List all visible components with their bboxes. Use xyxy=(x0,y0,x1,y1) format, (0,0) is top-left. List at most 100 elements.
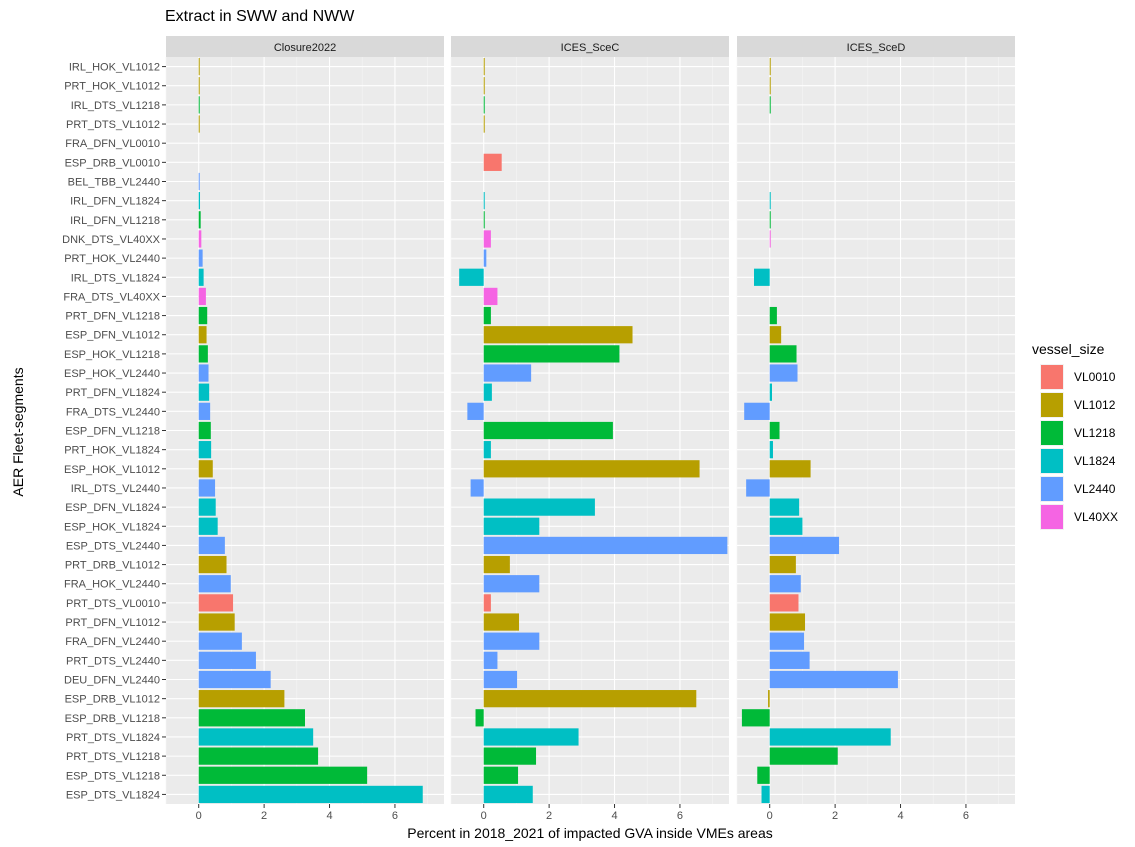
bar-PRT_DTS_VL1824 xyxy=(769,728,891,746)
x-tick-label: 4 xyxy=(611,810,617,822)
bar-PRT_DTS_VL2440 xyxy=(483,651,498,669)
facet-strip xyxy=(737,36,1015,57)
bar-FRA_HOK_VL2440 xyxy=(483,575,540,593)
bar-ESP_DFN_VL1218 xyxy=(769,421,780,440)
y-tick-label: ESP_DFN_VL1824 xyxy=(65,502,160,514)
bar-IRL_DTS_VL1218 xyxy=(198,96,200,114)
bar-FRA_DTS_VL40XX xyxy=(483,287,498,306)
bar-PRT_DTS_VL1012 xyxy=(483,115,485,133)
bar-IRL_DTS_VL1824 xyxy=(198,268,204,286)
bar-FRA_HOK_VL2440 xyxy=(769,575,801,593)
bar-PRT_DTS_VL1824 xyxy=(483,728,579,746)
bar-PRT_DRB_VL1012 xyxy=(769,555,796,574)
bar-ESP_DFN_VL1824 xyxy=(483,498,595,516)
bar-PRT_DFN_VL1218 xyxy=(483,306,491,325)
bar-ESP_DRB_VL1218 xyxy=(198,709,305,727)
facet-strip xyxy=(451,36,729,57)
bar-ESP_DFN_VL1824 xyxy=(769,498,800,516)
bar-ESP_DTS_VL1824 xyxy=(761,785,770,804)
bar-PRT_DFN_VL1012 xyxy=(198,613,235,631)
bar-IRL_HOK_VL1012 xyxy=(769,57,771,76)
bar-FRA_DTS_VL2440 xyxy=(744,402,770,420)
bar-IRL_DTS_VL2440 xyxy=(746,479,770,497)
legend-item-label: VL1012 xyxy=(1074,398,1116,412)
y-tick-label: ESP_DRB_VL1012 xyxy=(65,694,160,706)
x-tick-label: 2 xyxy=(261,810,267,822)
bar-PRT_HOK_VL2440 xyxy=(483,249,487,267)
bar-PRT_HOK_VL1012 xyxy=(769,77,771,95)
legend-item-label: VL0010 xyxy=(1074,370,1116,384)
y-tick-label: PRT_HOK_VL1012 xyxy=(64,81,160,93)
bar-ESP_DTS_VL2440 xyxy=(198,536,225,555)
y-tick-label: PRT_HOK_VL1824 xyxy=(64,445,160,457)
bar-PRT_HOK_VL1012 xyxy=(483,77,485,95)
bar-PRT_DFN_VL1218 xyxy=(198,306,208,325)
y-tick-labels: IRL_HOK_VL1012 PRT_HOK_VL1012 IRL_DTS_VL12… xyxy=(62,62,166,801)
bar-PRT_HOK_VL2440 xyxy=(198,249,203,267)
y-tick-label: PRT_DFN_VL1218 xyxy=(65,311,160,323)
facet-strip xyxy=(166,36,444,57)
y-tick-label: IRL_HOK_VL1012 xyxy=(69,62,160,74)
panel-Closure2022: Closure2022 0 2 4 6 xyxy=(165,36,444,822)
bar-PRT_DTS_VL0010 xyxy=(483,594,491,612)
bar-IRL_DTS_VL1218 xyxy=(769,96,771,114)
x-tick-label: 6 xyxy=(963,810,969,822)
bar-PRT_HOK_VL1824 xyxy=(198,441,212,459)
bar-IRL_DFN_VL1218 xyxy=(198,211,201,229)
bar-ESP_DRB_VL1012 xyxy=(198,690,285,708)
y-tick-label: ESP_DRB_VL1218 xyxy=(65,713,160,725)
legend-swatch xyxy=(1041,505,1063,529)
bar-DNK_DTS_VL40XX xyxy=(483,230,491,248)
bar-IRL_DTS_VL1824 xyxy=(459,268,484,286)
bar-PRT_DTS_VL1218 xyxy=(198,747,319,765)
bar-ESP_DRB_VL1012 xyxy=(768,690,770,708)
y-tick-label: ESP_DTS_VL2440 xyxy=(66,540,160,552)
legend-swatch xyxy=(1041,449,1063,473)
bar-ESP_DRB_VL1218 xyxy=(741,709,770,727)
x-tick-label: 6 xyxy=(677,810,683,822)
y-tick-label: PRT_DTS_VL1012 xyxy=(66,119,160,131)
legend-swatch xyxy=(1041,365,1063,389)
y-tick-label: FRA_DTS_VL2440 xyxy=(66,406,160,418)
bar-ESP_HOK_VL1824 xyxy=(769,517,803,535)
bar-ESP_HOK_VL2440 xyxy=(483,364,532,382)
bar-ESP_DTS_VL1824 xyxy=(483,785,533,804)
y-axis-title: AER Fleet-segments xyxy=(10,367,26,496)
bar-ESP_DFN_VL1824 xyxy=(198,498,216,516)
bar-DNK_DTS_VL40XX xyxy=(198,230,202,248)
y-tick-label: FRA_DFN_VL0010 xyxy=(65,138,160,150)
y-tick-label: BEL_TBB_VL2440 xyxy=(68,177,160,189)
bar-PRT_DTS_VL0010 xyxy=(769,594,799,612)
bar-IRL_DFN_VL1824 xyxy=(483,192,485,210)
x-tick-label: 2 xyxy=(546,810,552,822)
legend-swatch xyxy=(1041,393,1063,417)
y-tick-label: PRT_DTS_VL1218 xyxy=(66,751,160,763)
bar-ESP_DTS_VL1218 xyxy=(198,766,368,784)
bar-IRL_DFN_VL1824 xyxy=(769,192,771,210)
y-tick-label: IRL_DTS_VL1824 xyxy=(71,272,160,284)
bar-DNK_DTS_VL40XX xyxy=(769,230,771,248)
bar-PRT_HOK_VL1824 xyxy=(769,441,773,459)
bar-ESP_DRB_VL1012 xyxy=(483,690,697,708)
bar-FRA_DTS_VL2440 xyxy=(467,402,484,420)
bar-ESP_HOK_VL1218 xyxy=(198,345,208,363)
bar-ESP_HOK_VL1012 xyxy=(769,460,811,478)
y-tick-label: PRT_DRB_VL1012 xyxy=(65,560,160,572)
y-tick-label: PRT_DFN_VL1012 xyxy=(65,617,160,629)
x-axis-title: Percent in 2018_2021 of impacted GVA ins… xyxy=(407,825,773,841)
x-tick-label: 0 xyxy=(481,810,487,822)
y-tick-label: FRA_DFN_VL2440 xyxy=(65,636,160,648)
bar-ESP_DFN_VL1012 xyxy=(483,326,633,344)
panel-ICES_SceD: ICES_SceD 0 2 4 6 xyxy=(736,36,1015,822)
bar-IRL_DFN_VL1824 xyxy=(198,192,201,210)
legend-item-label: VL2440 xyxy=(1074,482,1116,496)
bar-PRT_DTS_VL2440 xyxy=(769,651,810,669)
bar-ESP_DTS_VL1218 xyxy=(757,766,770,784)
bar-PRT_DFN_VL1218 xyxy=(769,306,777,325)
bar-ESP_HOK_VL1012 xyxy=(198,460,213,478)
bar-IRL_DTS_VL1824 xyxy=(754,268,770,286)
bar-FRA_DFN_VL2440 xyxy=(483,632,540,650)
legend-item-label: VL1824 xyxy=(1074,454,1116,468)
bar-ESP_HOK_VL1824 xyxy=(483,517,540,535)
y-tick-label: ESP_HOK_VL1824 xyxy=(64,521,160,533)
